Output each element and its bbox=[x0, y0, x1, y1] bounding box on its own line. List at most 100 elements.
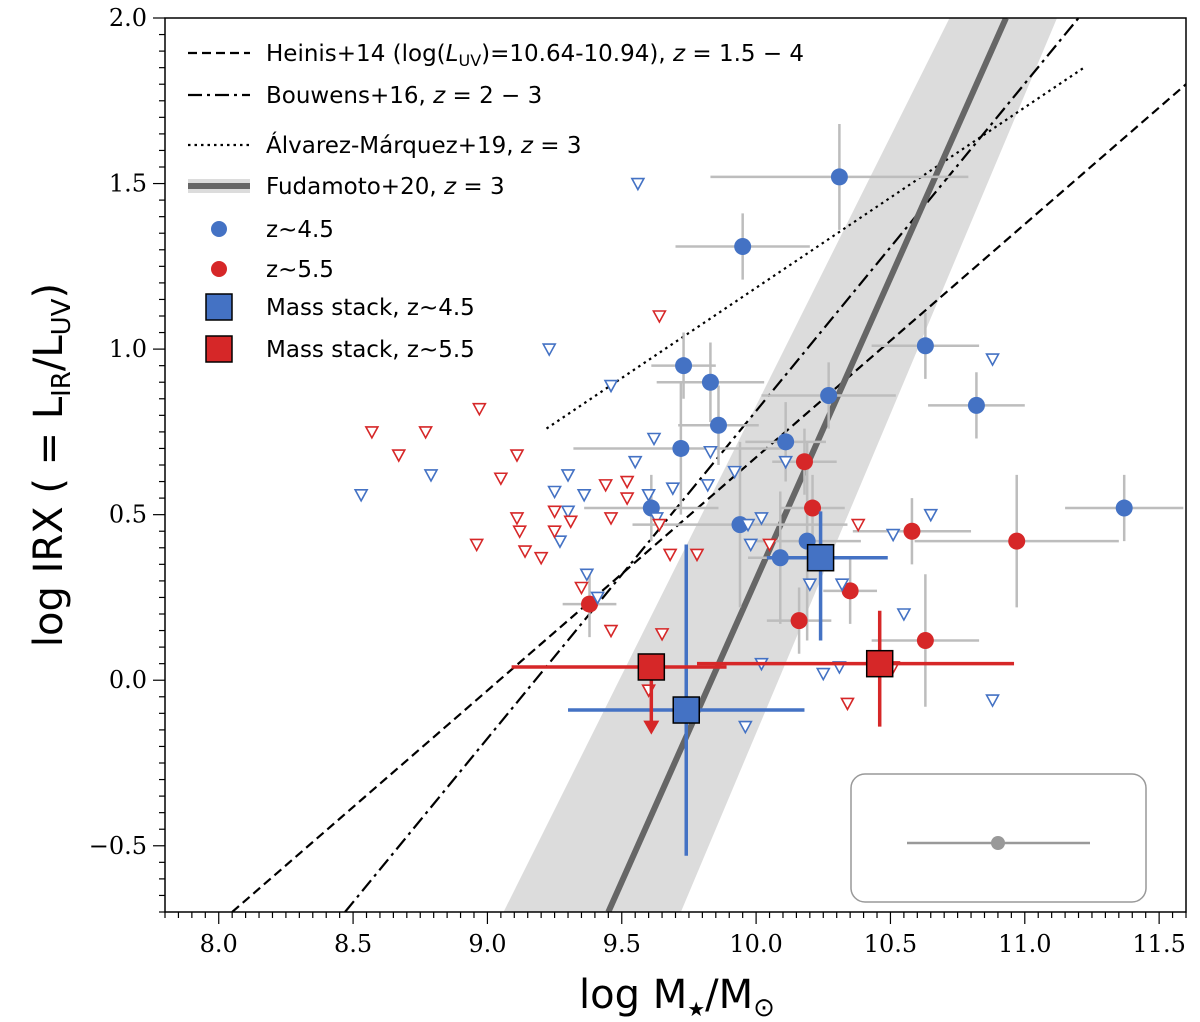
red-upper-limit-point bbox=[652, 518, 667, 533]
blue-detection-point bbox=[820, 386, 838, 404]
blue-detection-point bbox=[675, 357, 693, 375]
legend-heinis-p3: )=10.64-10.94), bbox=[481, 41, 673, 67]
y-tick-label: 1.0 bbox=[109, 335, 147, 363]
red-mass-stack-square bbox=[637, 653, 666, 681]
red-upper-limit-point bbox=[689, 548, 705, 563]
blue-detection-point bbox=[830, 168, 848, 186]
legend-label-bouwens: Bouwens+16, z = 2 − 3 bbox=[266, 83, 542, 109]
legend-alvarez-p2: = 3 bbox=[533, 133, 582, 159]
blue-upper-limit-point bbox=[815, 667, 831, 682]
y-axis-sub-uv: UV bbox=[47, 298, 77, 335]
blue-upper-limit-point bbox=[665, 482, 681, 496]
x-tick-label: 9.0 bbox=[468, 930, 506, 958]
blue-upper-limit-point bbox=[423, 469, 439, 483]
blue-detection-point bbox=[1115, 499, 1133, 517]
red-upper-limit-point bbox=[603, 624, 619, 639]
legend-marker-stack-z45 bbox=[205, 293, 233, 321]
red-upper-limit-point bbox=[364, 426, 380, 440]
y-axis-sub-ir: IR bbox=[47, 371, 77, 397]
red-detection-point bbox=[903, 522, 921, 540]
red-upper-limit-point bbox=[533, 551, 549, 566]
blue-upper-limit-point bbox=[627, 455, 643, 470]
red-upper-limit-point bbox=[662, 548, 678, 563]
red-upper-limit-point bbox=[517, 545, 533, 559]
blue-detection-point bbox=[777, 433, 795, 451]
red-upper-limit-point bbox=[391, 449, 407, 463]
red-upper-limit-point bbox=[652, 310, 667, 324]
x-tick-label: 9.5 bbox=[603, 930, 641, 958]
red-upper-limit-point bbox=[574, 581, 589, 596]
blue-upper-limit-point bbox=[896, 608, 912, 622]
data-markers bbox=[353, 168, 1133, 735]
y-tick-label: 2.0 bbox=[109, 4, 147, 32]
red-upper-limit-point bbox=[418, 426, 433, 440]
blue-upper-limit-point bbox=[603, 379, 619, 394]
blue-upper-limit-point bbox=[700, 479, 716, 493]
red-upper-limit-point bbox=[547, 525, 562, 539]
blue-upper-limit-point bbox=[547, 485, 562, 500]
blue-upper-limit-point bbox=[630, 177, 646, 192]
red-upper-limit-point bbox=[509, 449, 525, 463]
legend-label-fudamoto: Fudamoto+20, z = 3 bbox=[266, 174, 505, 200]
legend-fudamoto-p0: Fudamoto+20, bbox=[266, 174, 444, 200]
x-tick-label: 8.0 bbox=[200, 930, 238, 958]
mass-stack-markers bbox=[511, 511, 1015, 856]
legend-heinis-L: L bbox=[446, 41, 459, 67]
plot-area bbox=[231, 18, 1186, 912]
x-tick-label: 10.5 bbox=[864, 930, 917, 958]
y-axis-title-end: ) bbox=[26, 283, 72, 299]
y-tick-label: 0.5 bbox=[109, 501, 147, 529]
blue-upper-limit-point bbox=[834, 578, 850, 592]
blue-upper-limit-point bbox=[353, 488, 369, 503]
blue-mass-stack-square bbox=[672, 696, 700, 724]
stack-upper-limit-arrow-head bbox=[643, 720, 660, 735]
legend-heinis-z: z bbox=[672, 41, 686, 67]
x-axis-title: log M★/M⊙ bbox=[579, 972, 775, 1022]
line-bouwens-16 bbox=[344, 18, 1080, 912]
legend-marker-z55 bbox=[211, 261, 227, 277]
blue-upper-limit-point bbox=[738, 720, 753, 735]
y-axis-title-mid: /L bbox=[26, 335, 72, 371]
red-upper-limit-point bbox=[547, 505, 562, 520]
red-detection-point bbox=[804, 499, 822, 517]
legend-fudamoto-p2: = 3 bbox=[456, 174, 505, 200]
red-detection-point bbox=[790, 612, 808, 630]
legend: Heinis+14 (log(LUV)=10.64-10.94), z = 1.… bbox=[188, 41, 804, 363]
blue-upper-limit-point bbox=[985, 694, 1000, 708]
blue-upper-limit-point bbox=[590, 591, 605, 606]
legend-heinis-p5: = 1.5 − 4 bbox=[685, 41, 804, 67]
legend-label-z45: z~4.5 bbox=[266, 217, 334, 243]
red-detection-point bbox=[841, 582, 859, 600]
blue-upper-limit-point bbox=[740, 518, 756, 533]
y-axis-title-main: log IRX ( = L bbox=[26, 396, 72, 647]
fudamoto-confidence-band bbox=[503, 18, 1058, 912]
legend-alvarez-p0: Álvarez-Márquez+19, bbox=[266, 131, 521, 159]
y-axis-title: log IRX ( = LIR/LUV) bbox=[26, 283, 77, 647]
red-upper-limit-point bbox=[762, 538, 777, 553]
axis-ticks bbox=[153, 17, 1187, 924]
red-upper-limit-point bbox=[654, 628, 670, 642]
red-upper-limit-point bbox=[509, 512, 525, 526]
red-upper-limit-point bbox=[603, 512, 619, 526]
inset-marker bbox=[991, 836, 1005, 850]
red-upper-limit-point bbox=[493, 472, 509, 486]
legend-marker-z45 bbox=[211, 221, 227, 237]
blue-detection-point bbox=[701, 373, 719, 391]
legend-heinis-sub: UV bbox=[458, 51, 481, 70]
legend-label-z55: z~5.5 bbox=[266, 257, 334, 283]
legend-fudamoto-z: z bbox=[443, 174, 457, 200]
blue-upper-limit-point bbox=[743, 538, 759, 553]
legend-label-stack-z55: Mass stack, z~5.5 bbox=[266, 337, 475, 363]
blue-upper-limit-point bbox=[703, 445, 718, 460]
blue-detection-point bbox=[734, 237, 752, 255]
legend-marker-stack-z55 bbox=[205, 335, 233, 363]
blue-upper-limit-point bbox=[885, 528, 901, 543]
blue-upper-limit-point bbox=[727, 465, 742, 480]
line-heinis-14 bbox=[231, 83, 1186, 912]
blue-upper-limit-point bbox=[649, 512, 665, 526]
x-tick-label: 11.0 bbox=[998, 930, 1051, 958]
red-detection-point bbox=[581, 595, 599, 613]
x-axis-title-sep: /M bbox=[705, 972, 753, 1018]
blue-upper-limit-point bbox=[923, 508, 939, 523]
